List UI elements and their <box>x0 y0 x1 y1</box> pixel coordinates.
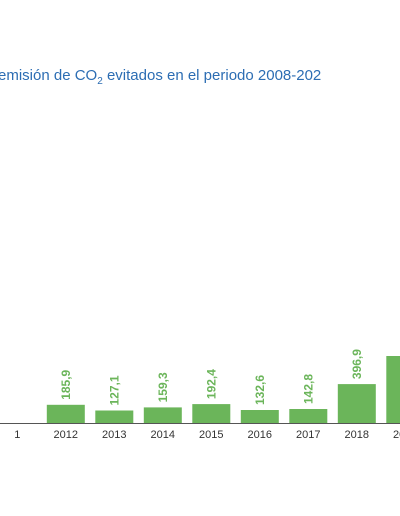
tick-label-2011: 1 <box>14 429 20 441</box>
bar-2012 <box>46 404 85 423</box>
value-label-2016: 132,6 <box>253 375 267 405</box>
tick-label-2018: 2018 <box>345 429 369 441</box>
bar-2019 <box>386 356 400 423</box>
chart-title-subscript: 2 <box>97 76 103 87</box>
chart-title: emisión de CO2 evitados en el periodo 20… <box>0 67 321 87</box>
bar-2014 <box>143 407 182 423</box>
tick-label-2015: 2015 <box>199 429 223 441</box>
value-label-2012: 185,9 <box>59 369 73 399</box>
value-label-2019: 682,8 <box>398 321 400 351</box>
chart-title-part1: emisión de CO <box>0 67 97 84</box>
tick-label-2019: 2019 <box>393 429 400 441</box>
tick-label-2013: 2013 <box>102 429 126 441</box>
value-label-2014: 159,3 <box>156 372 170 402</box>
value-label-2018: 396,9 <box>350 349 364 379</box>
tick-label-2014: 2014 <box>151 429 175 441</box>
bar-2015 <box>192 404 231 423</box>
bars-group <box>46 356 400 423</box>
value-label-2013: 127,1 <box>107 375 121 405</box>
tick-labels-group: 1 2012 2013 2014 2015 2016 2017 2018 2019 <box>14 429 400 441</box>
bar-2018 <box>337 384 376 423</box>
bar-2013 <box>95 410 134 423</box>
tick-label-2016: 2016 <box>248 429 272 441</box>
chart-title-part2: evitados en el periodo 2008-202 <box>103 67 322 84</box>
value-label-2015: 192,4 <box>204 369 218 399</box>
bar-2017 <box>289 409 328 423</box>
value-label-2017: 142,8 <box>301 374 315 404</box>
tick-label-2012: 2012 <box>54 429 78 441</box>
tick-label-2017: 2017 <box>296 429 320 441</box>
bar-2016 <box>240 410 279 423</box>
value-labels-group: 185,9 127,1 159,3 192,4 132,6 142,8 396,9 682,8 <box>59 321 400 406</box>
